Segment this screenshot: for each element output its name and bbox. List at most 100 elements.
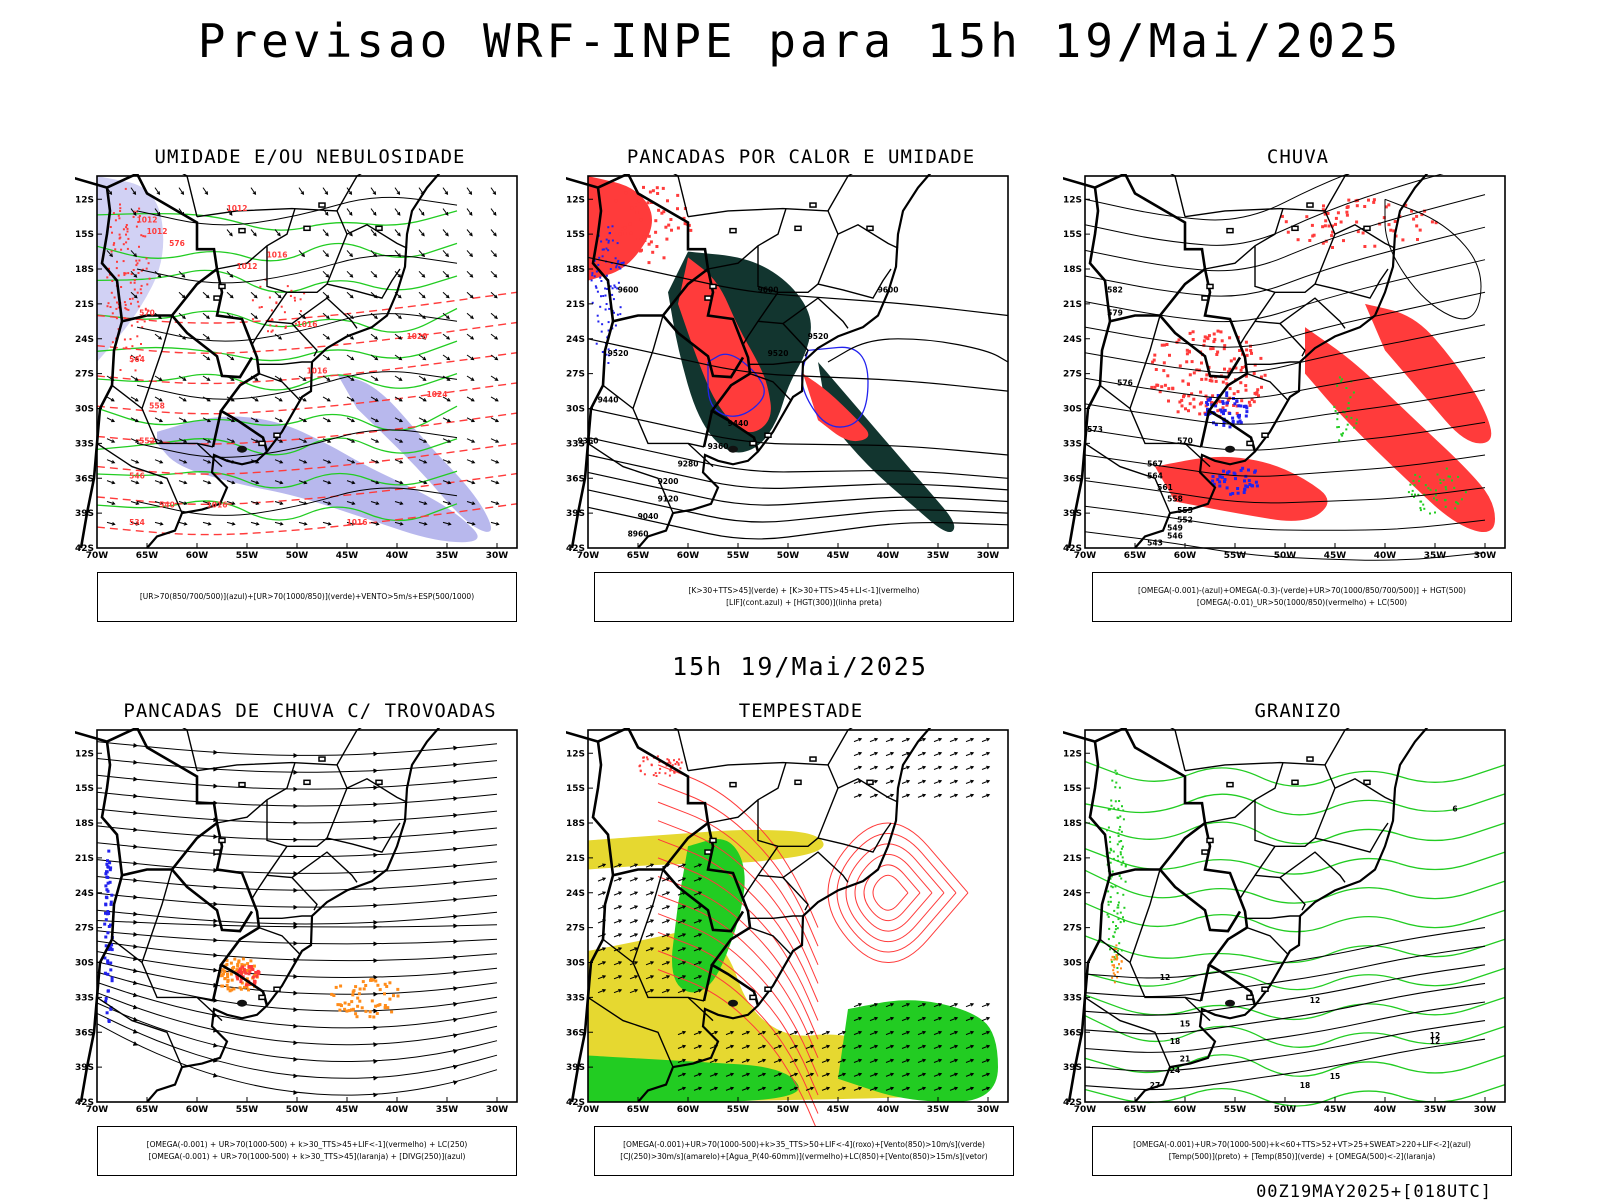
state-border <box>1129 408 1211 468</box>
speckle <box>1207 334 1211 338</box>
wind-arrow-head <box>698 877 703 881</box>
speckle <box>1110 885 1113 888</box>
speckle <box>1190 360 1194 364</box>
country-border <box>79 320 124 549</box>
contour-label: 1016 <box>307 367 328 376</box>
wind-arrow-head <box>255 501 260 505</box>
wind-arrow-head <box>446 377 451 381</box>
lon-label: 50W <box>1274 551 1297 561</box>
wind-arrow-head <box>730 1072 735 1077</box>
wind-arrow-head <box>447 418 452 423</box>
wind-arrow <box>298 480 307 484</box>
speckle <box>1109 836 1111 839</box>
wind-arrow-head <box>842 1030 847 1035</box>
hgt300-contour <box>587 471 1009 506</box>
speckle <box>1109 900 1112 903</box>
wind-arrow-head <box>746 1030 751 1035</box>
speckle <box>1250 398 1254 401</box>
state-border <box>1084 442 1171 514</box>
wind-arrow-head <box>986 765 991 770</box>
speckle <box>107 302 110 305</box>
lat-label: 42S <box>566 544 585 554</box>
lake <box>1226 227 1234 234</box>
speckle <box>1355 220 1359 224</box>
speckle <box>1120 877 1123 880</box>
wind-arrow <box>933 1017 942 1022</box>
speckle <box>1115 958 1118 961</box>
lat-label: 15S <box>566 784 585 794</box>
state-border <box>749 372 792 401</box>
speckle <box>1109 840 1112 843</box>
wind-arrow <box>394 354 402 361</box>
blue-omega-speckles <box>1211 466 1259 496</box>
speckle <box>1116 912 1119 915</box>
speckle <box>1221 401 1225 405</box>
wind-arrow-head <box>397 273 402 278</box>
wind-arrow-head <box>922 1016 927 1021</box>
speckle <box>1334 222 1337 226</box>
contour-label: 27 <box>1150 1081 1160 1090</box>
speckle <box>1118 800 1121 802</box>
wind-arrow-head <box>207 522 212 526</box>
wind-arrow-head <box>666 975 671 979</box>
speckle <box>1214 404 1218 408</box>
speckle <box>1222 412 1225 416</box>
wind-arrow-head <box>471 480 476 485</box>
speckle <box>1445 467 1448 470</box>
wind-arrow <box>274 459 283 464</box>
lon-label: 40W <box>1374 1105 1397 1115</box>
wind-arrow-head <box>602 891 607 895</box>
speckle <box>1218 474 1222 478</box>
speckle <box>1122 818 1125 821</box>
lon-label: 65W <box>136 551 159 561</box>
speckle <box>1188 331 1192 335</box>
lat-label: 15S <box>566 230 585 240</box>
wind-arrow-head <box>327 460 332 464</box>
wind-arrow <box>725 1073 734 1077</box>
wind-arrow-head <box>228 211 233 216</box>
speckle <box>238 967 242 971</box>
state-border <box>749 926 792 955</box>
wind-arrow-head <box>111 460 116 464</box>
streamline-arrow <box>133 793 139 799</box>
wind-arrow-head <box>206 356 211 361</box>
speckle <box>1342 432 1344 435</box>
speckle <box>1363 245 1367 248</box>
wind-arrow <box>370 354 378 361</box>
streamline-arrow <box>453 762 459 768</box>
speckle <box>1460 498 1463 501</box>
wind-arrow-head <box>730 1044 735 1049</box>
speckle <box>338 1008 342 1012</box>
wind-arrow-head <box>325 253 329 258</box>
wind-arrow <box>130 438 139 443</box>
speckle <box>1118 786 1121 789</box>
wind-arrow-head <box>970 1003 975 1007</box>
speckle <box>669 767 672 770</box>
wind-arrow <box>346 375 354 381</box>
speckle <box>1118 840 1121 843</box>
wind-arrow <box>178 270 185 278</box>
temp850-contour <box>1084 967 1506 991</box>
speckle <box>113 296 116 299</box>
state-border <box>266 874 318 911</box>
wind-arrow-head <box>698 1030 703 1035</box>
wind-arrow <box>490 187 496 195</box>
wind-arrow <box>442 396 451 402</box>
speckle <box>245 985 249 989</box>
speckle <box>669 762 672 765</box>
wind-arrow-head <box>730 1058 735 1063</box>
wind-arrow <box>154 208 161 216</box>
plot-frame <box>587 729 1009 1103</box>
speckle <box>1248 483 1252 486</box>
speckle <box>1345 387 1348 389</box>
wind-arrow-head <box>158 336 163 340</box>
wind-arrow-head <box>874 1058 879 1063</box>
wind-arrow <box>394 417 403 422</box>
country-border <box>211 964 223 1002</box>
wind-arrow <box>370 187 376 195</box>
lake <box>1226 781 1234 788</box>
state-border <box>602 938 634 964</box>
wind-arrow-head <box>423 439 428 443</box>
speckle <box>1412 217 1416 221</box>
speckle <box>1113 956 1116 958</box>
